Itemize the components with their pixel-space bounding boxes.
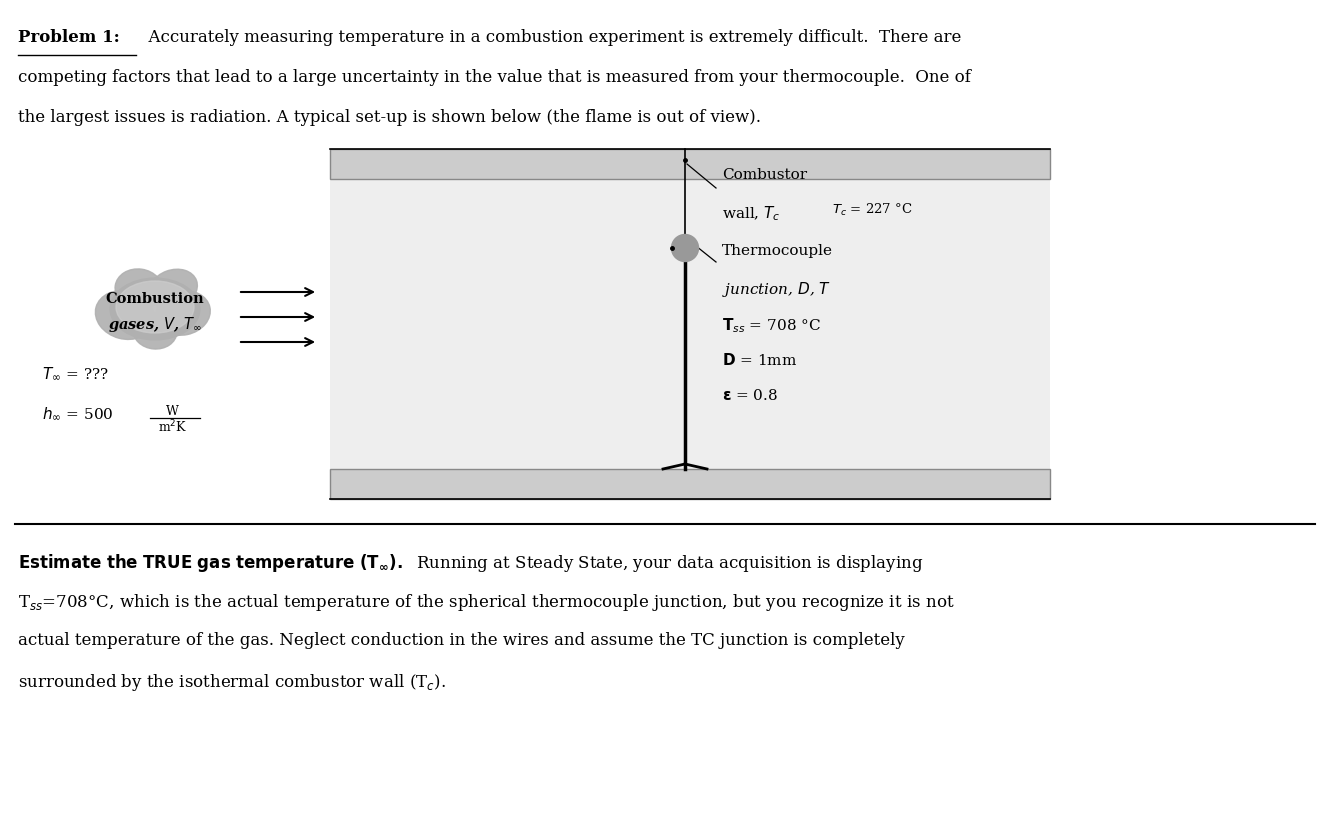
Text: $\mathbf{D}$ = 1mm: $\mathbf{D}$ = 1mm bbox=[722, 352, 798, 368]
Text: Problem 1:: Problem 1: bbox=[19, 29, 120, 46]
Text: $\mathbf{T}_{ss}$ = 708 °C: $\mathbf{T}_{ss}$ = 708 °C bbox=[722, 316, 821, 335]
Text: surrounded by the isothermal combustor wall (T$_c$).: surrounded by the isothermal combustor w… bbox=[19, 672, 446, 693]
Ellipse shape bbox=[156, 291, 210, 335]
Ellipse shape bbox=[149, 269, 197, 309]
Text: junction, $D$, $T$: junction, $D$, $T$ bbox=[722, 280, 831, 299]
Text: Accurately measuring temperature in a combustion experiment is extremely difficu: Accurately measuring temperature in a co… bbox=[139, 29, 962, 46]
Text: $\mathbf{Estimate\ the\ TRUE\ gas\ temperature\ (T_\infty).}$  Running at Steady: $\mathbf{Estimate\ the\ TRUE\ gas\ tempe… bbox=[19, 552, 923, 574]
Text: $\mathbf{\varepsilon}$ = 0.8: $\mathbf{\varepsilon}$ = 0.8 bbox=[722, 388, 778, 403]
Text: T$_{ss}$=708°C, which is the actual temperature of the spherical thermocouple ju: T$_{ss}$=708°C, which is the actual temp… bbox=[19, 592, 955, 613]
Text: gases, $V$, $T_\infty$: gases, $V$, $T_\infty$ bbox=[108, 316, 202, 335]
FancyBboxPatch shape bbox=[330, 149, 1050, 179]
Text: W: W bbox=[166, 405, 178, 418]
Text: $h_\infty$ = 500: $h_\infty$ = 500 bbox=[43, 406, 113, 422]
Text: m$^2$K: m$^2$K bbox=[157, 419, 188, 435]
Text: competing factors that lead to a large uncertainty in the value that is measured: competing factors that lead to a large u… bbox=[19, 69, 971, 86]
Text: $T_c$ = 227 °C: $T_c$ = 227 °C bbox=[832, 202, 912, 218]
Ellipse shape bbox=[116, 281, 194, 333]
Circle shape bbox=[671, 235, 698, 261]
Ellipse shape bbox=[111, 278, 200, 340]
Text: $T_\infty$ = ???: $T_\infty$ = ??? bbox=[43, 366, 109, 382]
FancyBboxPatch shape bbox=[330, 179, 1050, 469]
FancyBboxPatch shape bbox=[330, 469, 1050, 499]
Text: the largest issues is radiation. A typical set-up is shown below (the flame is o: the largest issues is radiation. A typic… bbox=[19, 109, 761, 126]
Text: Thermocouple: Thermocouple bbox=[722, 244, 832, 258]
Text: wall, $T_c$: wall, $T_c$ bbox=[722, 204, 781, 222]
Text: Combustion: Combustion bbox=[105, 292, 204, 306]
Ellipse shape bbox=[96, 291, 155, 339]
Ellipse shape bbox=[133, 313, 177, 349]
Ellipse shape bbox=[115, 269, 163, 309]
Text: actual temperature of the gas. Neglect conduction in the wires and assume the TC: actual temperature of the gas. Neglect c… bbox=[19, 632, 904, 649]
Text: Combustor: Combustor bbox=[722, 168, 807, 182]
